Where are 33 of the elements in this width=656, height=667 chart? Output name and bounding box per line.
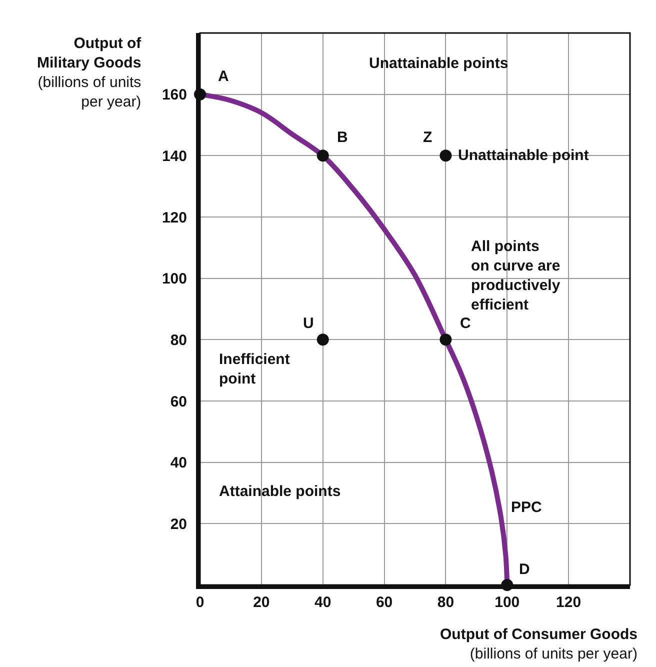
y-axis-title: Output of Military Goods (billions of units per year) — [37, 35, 142, 110]
x-tick-label: 60 — [376, 594, 393, 611]
y-tick-label: 100 — [162, 270, 187, 288]
y-tick-label: 20 — [170, 516, 187, 533]
annotation: B — [337, 129, 348, 146]
y-tick-label: 80 — [170, 332, 187, 349]
point — [440, 334, 452, 346]
point — [440, 150, 452, 162]
annotation: C — [460, 315, 471, 332]
x-tick-label: 120 — [556, 594, 582, 611]
annotation: PPC — [511, 499, 542, 516]
y-tick-label: 140 — [162, 148, 187, 165]
point — [316, 150, 329, 162]
annotation: Unattainable points — [369, 55, 508, 72]
x-tick-label: 80 — [437, 594, 454, 611]
y-tick-label: 120 — [162, 209, 187, 226]
x-tick-label: 0 — [196, 594, 204, 611]
x-tick-label: 20 — [253, 594, 270, 611]
x-axis-title: Output of Consumer Goods (billions of units per year) — [440, 626, 638, 662]
annotation: U — [303, 315, 314, 332]
point — [316, 334, 329, 346]
y-tick-label: 60 — [170, 393, 187, 410]
annotation: Attainable points — [219, 483, 341, 500]
annotation: Z — [423, 129, 432, 146]
annotation: Inefficient point — [219, 351, 290, 388]
annotation: Unattainable point — [458, 147, 589, 164]
annotation: All points on curve are productively efficient — [471, 238, 561, 314]
annotation: A — [218, 68, 229, 85]
annotation: D — [519, 561, 530, 578]
y-tick-label: 160 — [162, 86, 187, 104]
y-tick-label: 40 — [170, 454, 187, 472]
x-tick-label: 100 — [494, 594, 520, 611]
x-tick-label: 40 — [314, 594, 332, 611]
